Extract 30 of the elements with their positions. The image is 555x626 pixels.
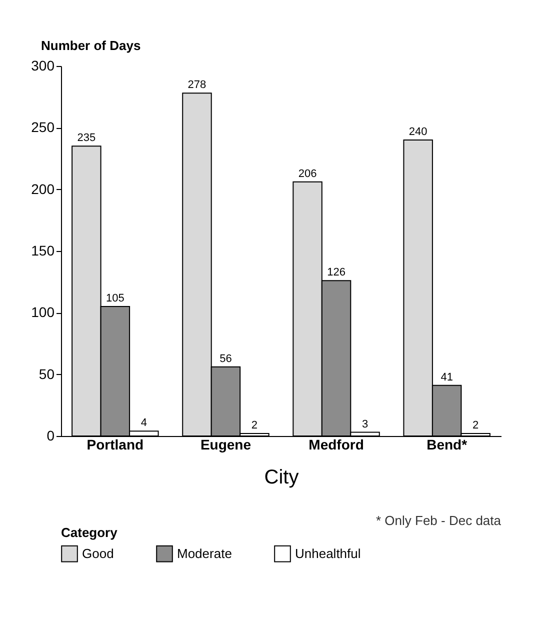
legend-title: Category bbox=[61, 525, 118, 540]
data-label: 2 bbox=[251, 420, 258, 432]
text: * Only Feb - Dec data bbox=[376, 513, 502, 528]
data-label: 206 bbox=[298, 168, 317, 180]
data-label: 3 bbox=[362, 418, 368, 430]
data-label: 2 bbox=[472, 420, 479, 432]
y-tick-label: 150 bbox=[31, 242, 55, 258]
x-tick-label: Eugene bbox=[200, 436, 252, 452]
y-tick-label: 250 bbox=[31, 119, 55, 136]
x-axis-title: City bbox=[264, 466, 299, 488]
data-label: 56 bbox=[220, 352, 232, 365]
data-label: 41 bbox=[440, 371, 453, 384]
y-tick-label: 200 bbox=[31, 180, 55, 197]
y-tick-label: 300 bbox=[31, 58, 55, 74]
legend-label: Moderate bbox=[177, 546, 232, 561]
y-axis-title: Number of Days bbox=[41, 38, 141, 53]
data-label: 4 bbox=[140, 417, 147, 430]
legend-label: Unhealthful bbox=[295, 546, 361, 561]
legend-label: Good bbox=[82, 546, 114, 561]
data-label: 278 bbox=[188, 79, 206, 92]
y-tick-label: 0 bbox=[46, 428, 55, 444]
data-label: 240 bbox=[408, 126, 428, 138]
data-label: 105 bbox=[106, 292, 124, 304]
x-tick-label: Portland bbox=[86, 436, 144, 452]
data-label: 235 bbox=[77, 132, 96, 144]
data-label: 126 bbox=[327, 266, 346, 279]
x-tick-label: Medford bbox=[308, 436, 364, 452]
x-tick-label: Bend* bbox=[426, 436, 468, 452]
y-tick-label: 100 bbox=[31, 304, 55, 320]
y-tick-label: 50 bbox=[38, 366, 55, 382]
